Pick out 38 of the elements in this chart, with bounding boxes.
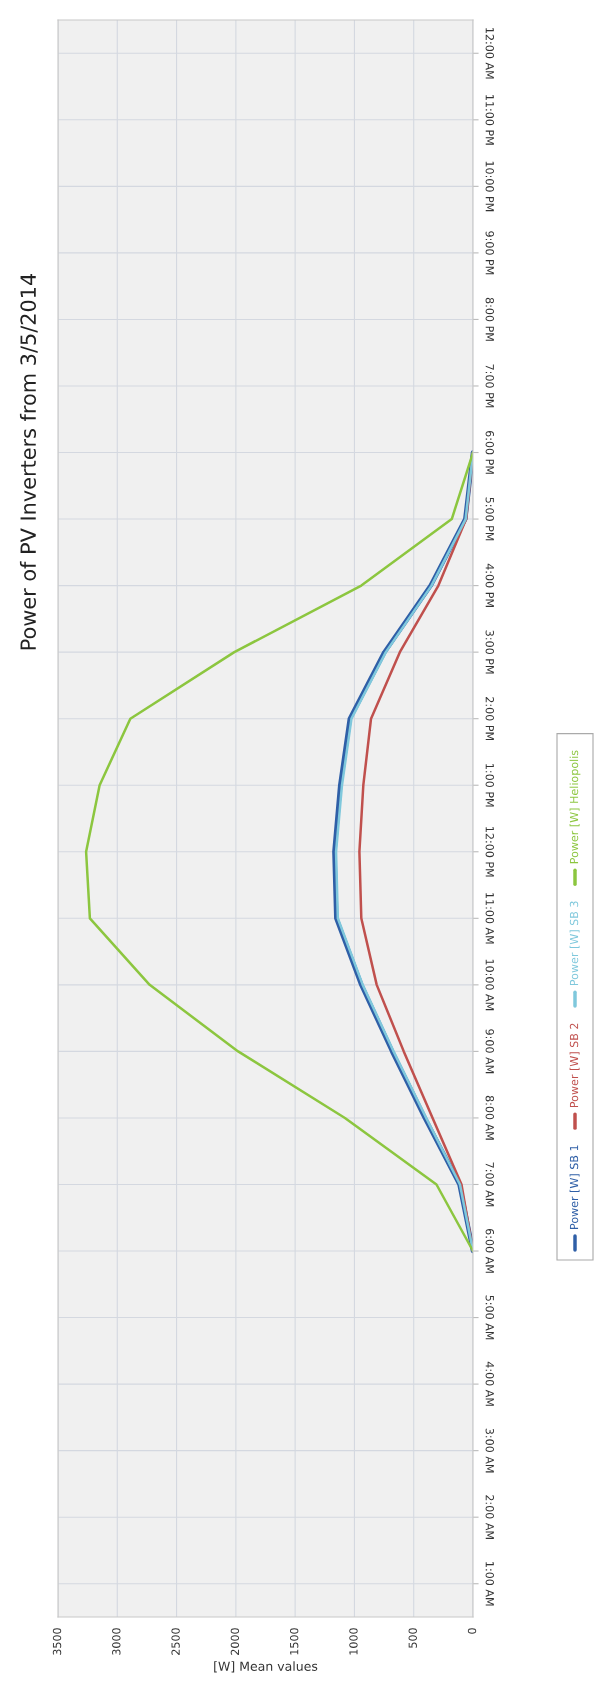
x-tick-label: 0 [467, 1628, 477, 1634]
x-axis-title: [W] Mean values [214, 1661, 318, 1673]
y-tick-label: 3:00 PM [485, 630, 494, 674]
y-tick-label: 5:00 AM [485, 1295, 494, 1340]
y-tick-label: 2:00 PM [485, 697, 494, 740]
x-tick-label: 1000 [349, 1628, 358, 1655]
y-tick-label: 7:00 PM [485, 364, 494, 408]
y-tick-label: 7:00 AM [485, 1162, 494, 1207]
x-tick-label: 3500 [52, 1628, 62, 1655]
y-tick-label: 12:00 PM [485, 827, 494, 877]
y-tick-label: 8:00 PM [485, 297, 494, 341]
text: Power [W] SB 2 [569, 1023, 580, 1108]
x-tick-label: 2000 [230, 1628, 240, 1655]
y-tick-label: 10:00 AM [485, 959, 494, 1011]
y-tick-label: 5:00 PM [485, 497, 494, 541]
y-tick-label: 1:00 AM [485, 1562, 494, 1606]
x-tick-label: 3000 [112, 1628, 121, 1655]
y-tick-label: 2:00 AM [485, 1495, 494, 1539]
x-tick-label: 1500 [289, 1628, 299, 1655]
x-tick-label: 500 [408, 1628, 417, 1648]
text: Power [W] Heliopolis [569, 750, 581, 864]
y-tick-label: 6:00 PM [485, 430, 494, 474]
y-tick-label: 12:00 AM [485, 28, 494, 79]
text: Power [W] SB 1 [569, 1145, 580, 1229]
y-tick-label: 8:00 AM [485, 1095, 494, 1140]
x-tick-label: 2500 [171, 1628, 180, 1655]
y-tick-label: 1:00 PM [485, 764, 494, 807]
y-tick-label: 4:00 PM [485, 563, 494, 607]
text: Power of PV Inverters from 3/5/2014 [19, 273, 38, 650]
y-tick-label: 6:00 AM [485, 1228, 494, 1273]
y-tick-label: 10:00 PM [485, 161, 494, 212]
y-tick-label: 9:00 PM [485, 231, 494, 275]
y-tick-label: 11:00 PM [485, 95, 494, 145]
y-tick-label: 11:00 AM [485, 893, 494, 944]
y-tick-label: 9:00 AM [485, 1029, 494, 1074]
y-tick-label: 4:00 AM [485, 1361, 494, 1406]
y-tick-label: 3:00 AM [485, 1428, 494, 1473]
text: Power [W] SB 3 [569, 901, 580, 986]
